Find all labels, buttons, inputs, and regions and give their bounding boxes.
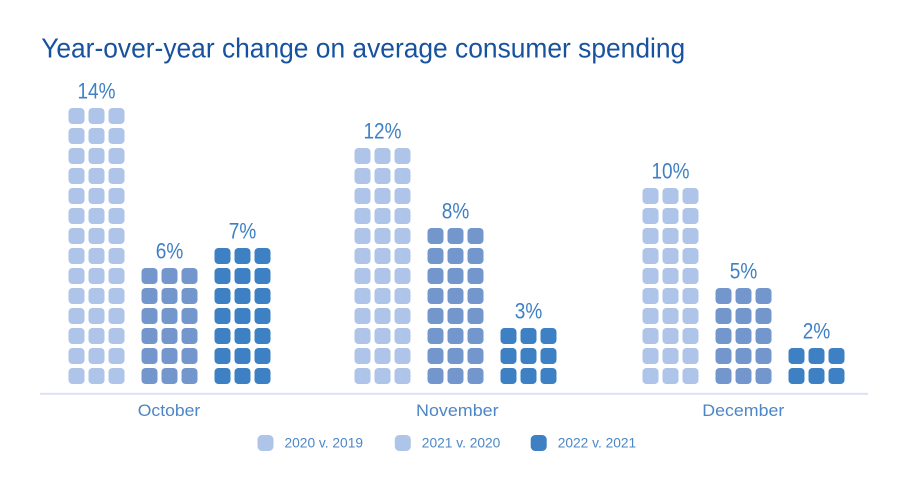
svg-text:2021 v. 2020: 2021 v. 2020 <box>422 435 501 451</box>
svg-text:8%: 8% <box>442 199 470 224</box>
svg-text:5%: 5% <box>730 259 758 284</box>
svg-text:3%: 3% <box>515 299 543 324</box>
svg-text:November: November <box>416 401 499 420</box>
svg-text:6%: 6% <box>156 239 184 264</box>
svg-text:14%: 14% <box>78 79 116 104</box>
svg-text:7%: 7% <box>229 219 257 244</box>
svg-text:2020 v. 2019: 2020 v. 2019 <box>285 435 364 451</box>
svg-text:December: December <box>702 401 784 420</box>
svg-text:October: October <box>138 401 201 420</box>
svg-text:10%: 10% <box>652 159 690 184</box>
svg-text:2%: 2% <box>803 319 831 344</box>
svg-text:Year-over-year change on avera: Year-over-year change on average consume… <box>41 32 685 63</box>
svg-text:2022 v. 2021: 2022 v. 2021 <box>558 435 637 451</box>
svg-text:12%: 12% <box>364 119 402 144</box>
